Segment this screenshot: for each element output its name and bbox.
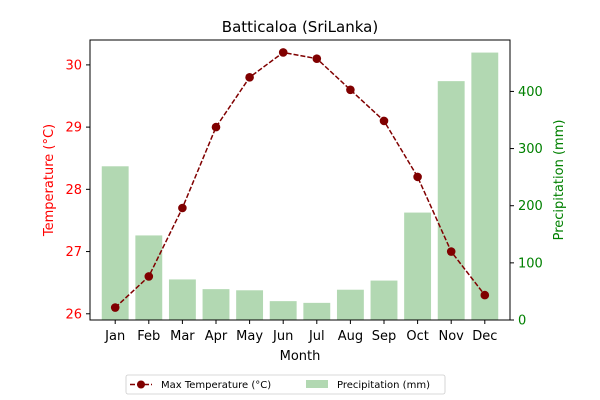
y-axis-right-label: Precipitation (mm): [552, 120, 567, 241]
precipitation-bar-apr: [203, 289, 230, 320]
x-tick-label: Aug: [338, 329, 363, 344]
x-tick-label: Jul: [308, 329, 325, 344]
precipitation-bar-aug: [337, 290, 364, 320]
temperature-point-may: [245, 73, 254, 82]
y-right-tick-label: 400: [518, 85, 543, 100]
temperature-point-nov: [447, 247, 456, 256]
x-tick-label: Nov: [439, 329, 465, 344]
temperature-point-apr: [212, 123, 221, 132]
y-right-tick-label: 300: [518, 142, 543, 157]
x-tick-label: Sep: [372, 329, 397, 344]
temperature-point-dec: [481, 291, 490, 300]
y-axis-left-label: Temperature (°C): [42, 124, 57, 237]
temperature-point-sep: [380, 117, 389, 126]
precipitation-bar-nov: [438, 81, 465, 320]
y-left-tick-label: 26: [65, 307, 82, 322]
legend-label-precipitation: Precipitation (mm): [337, 380, 430, 391]
y-axis-left: 26 27 28 29 30: [65, 58, 90, 322]
y-right-tick-label: 200: [518, 199, 543, 214]
x-axis: Jan Feb Mar Apr May Jun Jul Aug Sep Oct Nov Dec: [104, 320, 497, 344]
temperature-point-jan: [111, 303, 120, 312]
y-right-tick-label: 100: [518, 256, 543, 271]
precipitation-bar-may: [236, 290, 263, 320]
temperature-point-oct: [413, 173, 422, 182]
precipitation-bar-jan: [102, 166, 129, 320]
legend-label-temperature: Max Temperature (°C): [161, 380, 271, 391]
chart-title: Batticaloa (SriLanka): [222, 18, 378, 36]
y-left-tick-label: 30: [65, 58, 82, 73]
precipitation-bar-oct: [404, 213, 431, 320]
y-left-tick-label: 27: [65, 245, 82, 260]
x-tick-label: Apr: [205, 329, 228, 344]
x-tick-label: Feb: [137, 329, 160, 344]
temperature-point-aug: [346, 85, 355, 94]
precipitation-bar-jun: [270, 301, 297, 320]
temperature-point-jun: [279, 48, 288, 57]
x-tick-label: Jun: [272, 329, 293, 344]
precipitation-bars: [102, 53, 498, 320]
legend-bar-swatch: [306, 380, 328, 388]
temperature-line: [111, 48, 489, 312]
x-tick-label: Dec: [472, 329, 497, 344]
x-tick-label: Jan: [104, 329, 125, 344]
y-left-tick-label: 29: [65, 121, 82, 136]
x-axis-label: Month: [280, 349, 321, 364]
x-tick-label: Oct: [406, 329, 428, 344]
x-tick-label: Mar: [170, 329, 195, 344]
x-tick-label: May: [236, 329, 263, 344]
precipitation-bar-dec: [471, 53, 498, 320]
precipitation-bar-sep: [371, 281, 398, 320]
temperature-point-jul: [313, 54, 322, 63]
temperature-point-feb: [145, 272, 154, 281]
y-axis-right: 0 100 200 300 400: [510, 85, 543, 329]
temperature-point-mar: [178, 204, 187, 213]
y-right-tick-label: 0: [518, 314, 526, 329]
precipitation-bar-jul: [303, 303, 330, 320]
precipitation-bar-mar: [169, 279, 196, 320]
legend: Max Temperature (°C) Precipitation (mm): [126, 375, 445, 394]
y-left-tick-label: 28: [65, 183, 82, 198]
legend-line-marker: [137, 381, 145, 389]
